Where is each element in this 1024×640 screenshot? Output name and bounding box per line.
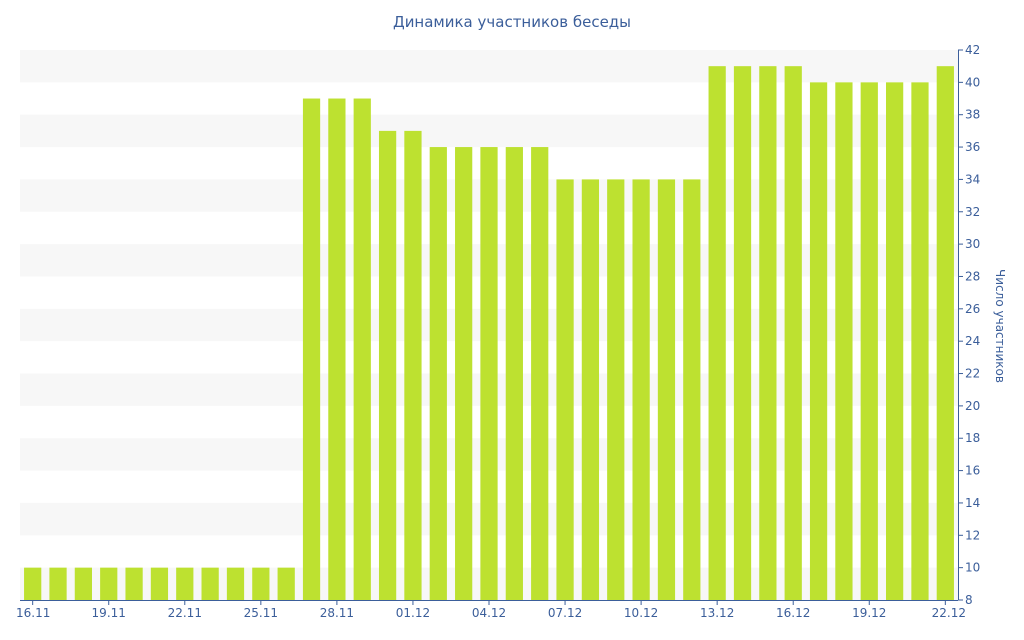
bar-14.12 bbox=[733, 66, 752, 601]
y-tick-label: 22 bbox=[965, 367, 980, 381]
y-tick-label: 42 bbox=[965, 43, 980, 57]
y-tick-label: 16 bbox=[965, 464, 980, 478]
x-tick-label: 07.12 bbox=[548, 606, 582, 620]
x-tick-label: 19.11 bbox=[92, 606, 126, 620]
y-tick-label: 32 bbox=[965, 205, 980, 219]
y-tick-label: 20 bbox=[965, 399, 980, 413]
y-tick-label: 34 bbox=[965, 172, 980, 186]
bar-17.12 bbox=[809, 82, 828, 600]
bar-18.11 bbox=[74, 567, 92, 600]
bar-22.12 bbox=[936, 66, 954, 601]
bar-01.12 bbox=[404, 130, 422, 600]
x-tick-label: 16.11 bbox=[16, 606, 50, 620]
bar-18.12 bbox=[835, 82, 853, 600]
x-tick-label: 04.12 bbox=[472, 606, 506, 620]
bar-06.12 bbox=[531, 147, 549, 600]
grid-band bbox=[20, 50, 958, 83]
bar-28.11 bbox=[328, 98, 346, 600]
y-axis-label: Число участников bbox=[993, 269, 1007, 383]
y-tick-label: 14 bbox=[965, 496, 980, 510]
bar-20.11 bbox=[125, 567, 143, 600]
y-tick-label: 40 bbox=[965, 75, 980, 89]
y-tick-label: 24 bbox=[965, 334, 980, 348]
bar-08.12 bbox=[581, 179, 600, 601]
y-tick-label: 36 bbox=[965, 140, 980, 154]
bar-16.12 bbox=[784, 66, 802, 601]
bar-23.11 bbox=[201, 567, 219, 600]
bar-19.12 bbox=[860, 82, 878, 600]
bar-19.11 bbox=[100, 567, 118, 600]
x-tick-label: 25.11 bbox=[244, 606, 278, 620]
y-tick-label: 12 bbox=[965, 528, 980, 542]
bar-29.11 bbox=[353, 98, 371, 600]
x-tick-label: 16.12 bbox=[776, 606, 810, 620]
y-tick-label: 10 bbox=[965, 561, 980, 575]
bar-26.11 bbox=[277, 567, 295, 600]
bar-03.12 bbox=[455, 147, 473, 600]
bar-25.11 bbox=[252, 567, 270, 600]
x-tick-label: 10.12 bbox=[624, 606, 658, 620]
y-tick-label: 30 bbox=[965, 237, 980, 251]
bar-15.12 bbox=[759, 66, 777, 601]
bar-07.12 bbox=[556, 179, 574, 601]
bar-21.11 bbox=[150, 567, 169, 600]
y-tick-label: 38 bbox=[965, 108, 980, 122]
bar-16.11 bbox=[24, 567, 42, 600]
x-tick-label: 22.12 bbox=[932, 606, 966, 620]
bar-04.12 bbox=[480, 147, 498, 600]
bar-24.11 bbox=[226, 567, 245, 600]
bar-02.12 bbox=[429, 147, 447, 600]
x-tick-label: 19.12 bbox=[852, 606, 886, 620]
bar-09.12 bbox=[607, 179, 625, 601]
y-tick-label: 28 bbox=[965, 269, 980, 283]
x-tick-label: 28.11 bbox=[320, 606, 354, 620]
y-tick-label: 8 bbox=[965, 593, 973, 607]
x-tick-label: 22.11 bbox=[168, 606, 202, 620]
bar-21.12 bbox=[911, 82, 929, 600]
bar-27.11 bbox=[302, 98, 321, 600]
chart-title: Динамика участников беседы bbox=[392, 13, 632, 31]
bar-11.12 bbox=[657, 179, 676, 601]
bar-13.12 bbox=[708, 66, 726, 601]
y-tick-label: 18 bbox=[965, 431, 980, 445]
bar-30.11 bbox=[378, 130, 397, 600]
bar-17.11 bbox=[49, 567, 67, 600]
bar-12.12 bbox=[683, 179, 701, 601]
bar-22.11 bbox=[176, 567, 194, 600]
bar-20.12 bbox=[886, 82, 904, 600]
x-tick-label: 01.12 bbox=[396, 606, 430, 620]
bar-05.12 bbox=[505, 147, 523, 600]
y-tick-label: 26 bbox=[965, 302, 980, 316]
bar-10.12 bbox=[632, 179, 650, 601]
x-tick-label: 13.12 bbox=[700, 606, 734, 620]
